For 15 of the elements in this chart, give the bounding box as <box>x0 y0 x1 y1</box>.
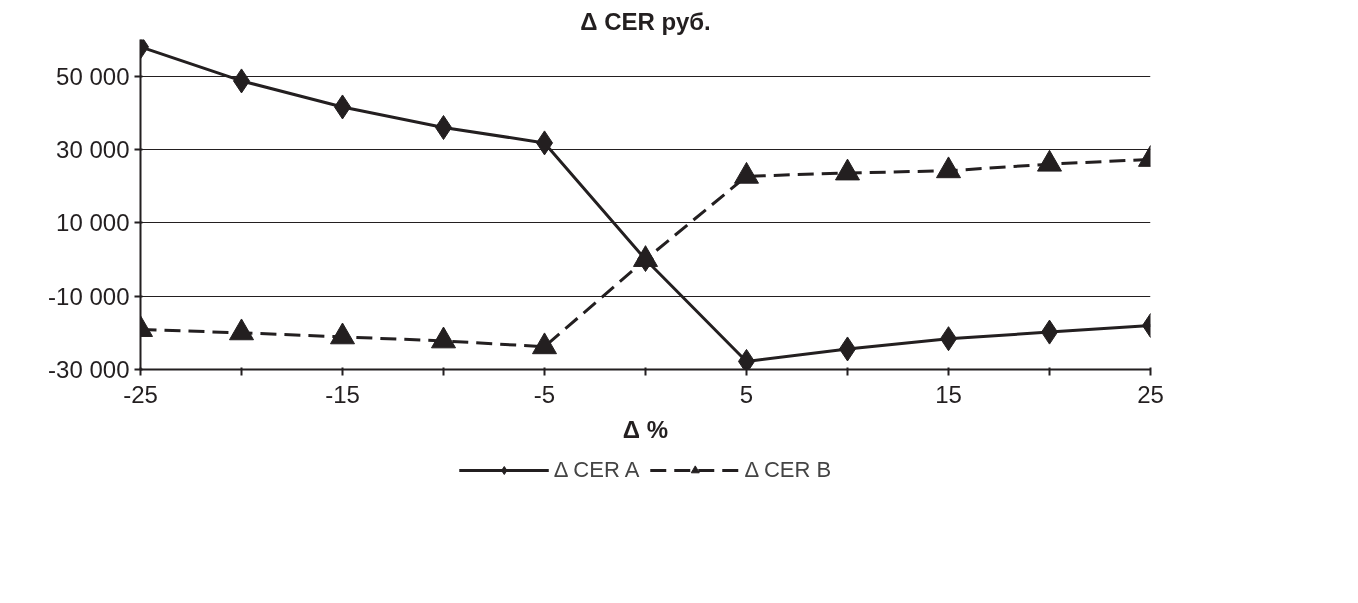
y-tick-label: 50 000 <box>56 62 130 90</box>
y-axis-title: Δ CER руб. <box>580 7 711 35</box>
x-tick-label: 25 <box>1137 380 1164 408</box>
x-tick-label: -25 <box>123 380 158 408</box>
legend-label: Δ CER B <box>744 457 832 483</box>
x-tick-label: 5 <box>739 380 754 408</box>
x-axis-title: Δ % <box>622 415 669 443</box>
y-tick-label: -10 000 <box>48 282 130 310</box>
y-tick-label: 30 000 <box>56 136 130 163</box>
x-tick-label: -5 <box>533 380 556 408</box>
y-tick-label: -30 000 <box>48 356 130 383</box>
x-tick-label: 15 <box>935 380 962 408</box>
legend-label: Δ CER A <box>553 457 640 483</box>
x-tick-label: -15 <box>325 380 360 408</box>
y-tick-label: 10 000 <box>56 209 130 237</box>
